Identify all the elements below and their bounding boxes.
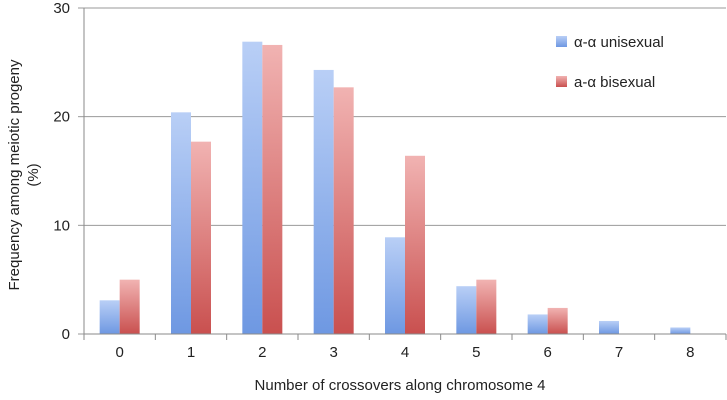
x-tick-label-0: 0 bbox=[115, 344, 123, 361]
bar-unisexual-8 bbox=[670, 327, 691, 334]
bar-unisexual-4 bbox=[385, 237, 405, 334]
bars bbox=[99, 41, 691, 335]
legend-swatch-bisexual bbox=[556, 76, 567, 87]
legend: α-α unisexual a-α bisexual bbox=[556, 34, 664, 91]
bar-bisexual-0 bbox=[119, 279, 140, 334]
bar-unisexual-7 bbox=[599, 320, 619, 334]
x-tick-label-6: 6 bbox=[543, 344, 551, 361]
x-tick-label-7: 7 bbox=[615, 344, 623, 361]
bar-bisexual-3 bbox=[333, 87, 354, 335]
bar-unisexual-2 bbox=[242, 41, 263, 334]
axes bbox=[78, 7, 727, 340]
legend-label-bisexual: a-α bisexual bbox=[574, 74, 655, 91]
bar-unisexual-5 bbox=[456, 286, 477, 334]
x-tick-label-4: 4 bbox=[401, 344, 409, 361]
y-axis-title-line1: Frequency among meiotic progeny bbox=[6, 59, 23, 290]
y-tick-label: 0 bbox=[62, 326, 70, 343]
y-tick-label: 10 bbox=[53, 217, 70, 234]
bar-bisexual-4 bbox=[405, 155, 425, 334]
x-tick-label-8: 8 bbox=[686, 344, 694, 361]
x-axis-title: Number of crossovers along chromosome 4 bbox=[255, 377, 546, 394]
bar-bisexual-1 bbox=[191, 141, 211, 334]
bar-unisexual-0 bbox=[99, 300, 120, 334]
bar-bisexual-5 bbox=[476, 279, 497, 334]
legend-label-unisexual: α-α unisexual bbox=[574, 34, 664, 51]
legend-swatch-unisexual bbox=[556, 36, 567, 47]
y-axis-title-line2: (%) bbox=[25, 163, 42, 186]
x-tick-label-3: 3 bbox=[329, 344, 337, 361]
bar-bisexual-2 bbox=[262, 44, 283, 335]
y-tick-label: 20 bbox=[53, 109, 70, 126]
y-tick-label: 30 bbox=[53, 0, 70, 17]
x-tick-label-5: 5 bbox=[472, 344, 480, 361]
bar-unisexual-6 bbox=[527, 314, 548, 334]
bar-unisexual-1 bbox=[171, 112, 191, 334]
x-tick-label-1: 1 bbox=[187, 344, 195, 361]
tick-labels: 0 10 20 30 0 1 2 3 4 5 6 7 8 bbox=[53, 0, 694, 361]
x-tick-label-2: 2 bbox=[258, 344, 266, 361]
bar-bisexual-6 bbox=[547, 307, 568, 334]
bar-unisexual-3 bbox=[313, 69, 334, 334]
